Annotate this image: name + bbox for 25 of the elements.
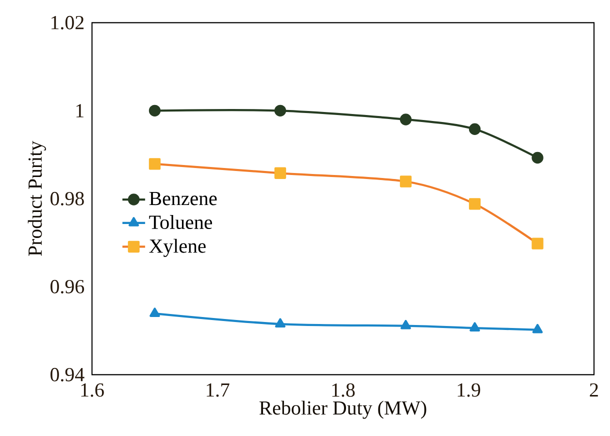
x-tick-label: 1.7 (206, 383, 230, 397)
x-tick-label: 2 (590, 383, 598, 397)
point (150, 308, 160, 317)
legend-label: Xylene (149, 238, 206, 257)
x-tick-label: 1.9 (458, 383, 480, 397)
legend-label: Benzene (149, 192, 217, 206)
point (275, 318, 286, 328)
x-tick-label: 1.8 (332, 383, 355, 397)
y-axis-title: Product Purity (28, 140, 46, 256)
point (274, 104, 286, 117)
y-tick-label: 0.94 (50, 368, 84, 382)
x-tick-label: 1.6 (81, 383, 104, 397)
point (532, 152, 544, 164)
y-tick-label: 0.96 (50, 280, 84, 294)
point (470, 322, 480, 332)
point (468, 123, 481, 135)
y-tick-label: 1.02 (52, 16, 84, 30)
x-axis-title: Rebolier Duty (MW) (259, 400, 426, 419)
legend-label: Toluene (149, 215, 212, 230)
point (400, 114, 412, 126)
point (148, 104, 161, 117)
point (532, 324, 543, 334)
y-tick-label: 1 (76, 104, 84, 118)
point (400, 320, 411, 330)
y-tick-label: 0.98 (50, 192, 84, 206)
